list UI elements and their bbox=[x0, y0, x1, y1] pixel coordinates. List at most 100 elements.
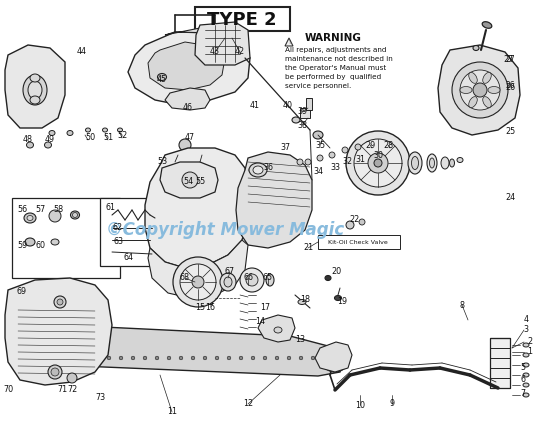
Ellipse shape bbox=[44, 142, 51, 148]
Circle shape bbox=[83, 356, 87, 360]
Ellipse shape bbox=[482, 22, 492, 28]
Ellipse shape bbox=[523, 383, 529, 387]
Ellipse shape bbox=[292, 117, 300, 123]
Ellipse shape bbox=[427, 154, 437, 172]
Text: 60: 60 bbox=[35, 241, 45, 250]
Bar bbox=[195, 7, 290, 31]
Circle shape bbox=[49, 210, 61, 222]
Circle shape bbox=[342, 147, 348, 153]
Text: service personnel.: service personnel. bbox=[285, 83, 351, 89]
Ellipse shape bbox=[27, 216, 33, 221]
Circle shape bbox=[275, 356, 279, 360]
Circle shape bbox=[180, 264, 216, 300]
Text: 18: 18 bbox=[300, 296, 310, 305]
Text: 5: 5 bbox=[521, 363, 525, 372]
Ellipse shape bbox=[26, 142, 33, 148]
Bar bbox=[12, 198, 120, 278]
Text: 34: 34 bbox=[313, 167, 323, 176]
Circle shape bbox=[246, 274, 258, 286]
Text: 28: 28 bbox=[383, 141, 393, 150]
Polygon shape bbox=[165, 28, 248, 55]
Circle shape bbox=[346, 221, 354, 229]
Text: 64: 64 bbox=[123, 253, 133, 262]
Text: 49: 49 bbox=[45, 135, 55, 144]
Text: 50: 50 bbox=[85, 133, 95, 143]
Ellipse shape bbox=[23, 75, 47, 105]
Text: WARNING: WARNING bbox=[305, 33, 362, 43]
Text: 13: 13 bbox=[295, 336, 305, 345]
Polygon shape bbox=[438, 45, 520, 135]
Text: 21: 21 bbox=[303, 244, 313, 253]
Text: 2: 2 bbox=[528, 337, 532, 346]
Polygon shape bbox=[315, 342, 352, 372]
Ellipse shape bbox=[469, 72, 477, 83]
Text: 27: 27 bbox=[503, 55, 513, 64]
Ellipse shape bbox=[411, 156, 418, 170]
Bar bbox=[300, 108, 310, 118]
Text: 32: 32 bbox=[342, 158, 352, 167]
Bar bbox=[100, 198, 160, 266]
Ellipse shape bbox=[313, 131, 323, 139]
Circle shape bbox=[460, 70, 500, 110]
Ellipse shape bbox=[103, 128, 107, 132]
Ellipse shape bbox=[408, 152, 422, 174]
Ellipse shape bbox=[449, 159, 455, 167]
Text: 65: 65 bbox=[263, 273, 273, 282]
Text: 19: 19 bbox=[337, 297, 347, 306]
Circle shape bbox=[368, 153, 388, 173]
Text: 37: 37 bbox=[280, 144, 290, 153]
Text: 48: 48 bbox=[23, 135, 33, 144]
Circle shape bbox=[354, 139, 402, 187]
Ellipse shape bbox=[253, 166, 263, 174]
Text: 9: 9 bbox=[389, 400, 395, 409]
Text: 53: 53 bbox=[157, 158, 167, 167]
Ellipse shape bbox=[441, 157, 449, 169]
Text: 44: 44 bbox=[77, 48, 87, 57]
Circle shape bbox=[67, 373, 77, 383]
Text: be performed by  qualified: be performed by qualified bbox=[285, 74, 381, 80]
Text: 51: 51 bbox=[103, 133, 113, 143]
Circle shape bbox=[203, 356, 207, 360]
Text: 1: 1 bbox=[528, 348, 532, 357]
Circle shape bbox=[327, 350, 343, 366]
Text: 58: 58 bbox=[53, 205, 63, 215]
Circle shape bbox=[473, 83, 487, 97]
Polygon shape bbox=[236, 152, 312, 248]
Ellipse shape bbox=[220, 273, 236, 291]
Text: 47: 47 bbox=[185, 133, 195, 143]
Text: 15: 15 bbox=[195, 303, 205, 313]
Text: 46: 46 bbox=[183, 104, 193, 112]
Circle shape bbox=[191, 356, 195, 360]
Text: 70: 70 bbox=[3, 386, 13, 394]
Circle shape bbox=[452, 62, 508, 118]
Circle shape bbox=[335, 356, 339, 360]
Ellipse shape bbox=[473, 46, 479, 51]
Text: 29: 29 bbox=[365, 141, 375, 150]
Text: 54: 54 bbox=[183, 178, 193, 187]
Ellipse shape bbox=[327, 362, 337, 370]
Ellipse shape bbox=[72, 213, 78, 218]
Bar bbox=[490, 338, 510, 388]
Text: Kit-Oil Check Valve: Kit-Oil Check Valve bbox=[328, 241, 388, 245]
Text: 38: 38 bbox=[297, 121, 307, 130]
Circle shape bbox=[95, 356, 99, 360]
Circle shape bbox=[179, 356, 183, 360]
Polygon shape bbox=[160, 162, 218, 198]
Ellipse shape bbox=[51, 239, 59, 245]
Text: 16: 16 bbox=[205, 303, 215, 313]
Circle shape bbox=[192, 276, 204, 288]
Text: 31: 31 bbox=[355, 155, 365, 164]
Circle shape bbox=[143, 356, 147, 360]
Ellipse shape bbox=[523, 363, 529, 367]
Circle shape bbox=[359, 219, 365, 225]
Text: 26: 26 bbox=[505, 83, 515, 92]
Circle shape bbox=[311, 356, 315, 360]
Ellipse shape bbox=[30, 74, 40, 82]
Ellipse shape bbox=[334, 296, 341, 300]
Text: !: ! bbox=[288, 40, 290, 44]
Polygon shape bbox=[145, 148, 248, 268]
Text: maintenance not described in: maintenance not described in bbox=[285, 56, 393, 62]
Ellipse shape bbox=[483, 97, 491, 108]
Text: 42: 42 bbox=[235, 48, 245, 57]
Ellipse shape bbox=[469, 97, 477, 108]
